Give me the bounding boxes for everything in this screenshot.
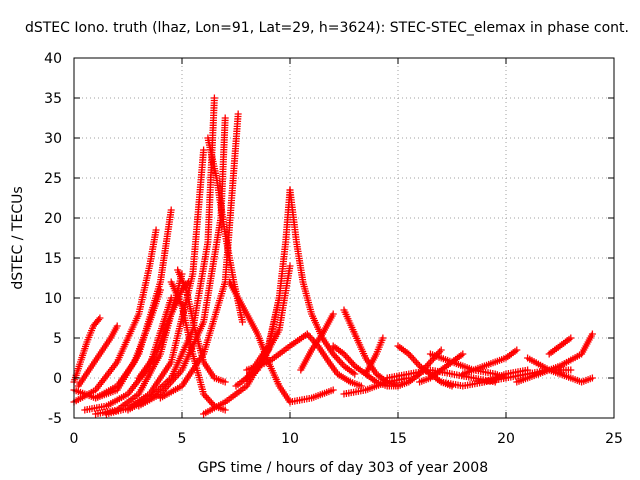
series-37 xyxy=(524,354,596,386)
series-2 xyxy=(74,322,121,390)
data-point xyxy=(234,110,242,118)
data-points xyxy=(70,94,596,418)
series-24 xyxy=(297,310,337,374)
series-12 xyxy=(135,278,192,382)
series-21 xyxy=(286,186,359,378)
data-point xyxy=(329,386,337,394)
y-tick-label: -5 xyxy=(48,411,62,427)
series-13 xyxy=(174,266,229,386)
data-point xyxy=(513,346,521,354)
data-point xyxy=(459,350,467,358)
series-14 xyxy=(167,278,229,414)
data-point xyxy=(567,366,575,374)
x-tick-label: 10 xyxy=(281,431,299,447)
data-point xyxy=(156,286,164,294)
x-tick-label: 5 xyxy=(178,431,187,447)
y-tick-label: 25 xyxy=(44,171,62,187)
data-point xyxy=(238,318,246,326)
data-point xyxy=(588,330,596,338)
data-point xyxy=(567,334,575,342)
data-point xyxy=(152,226,160,234)
data-point xyxy=(96,314,104,322)
series-23 xyxy=(303,330,365,390)
series-10 xyxy=(135,114,229,410)
series-8 xyxy=(102,146,208,418)
series-11 xyxy=(156,110,242,402)
data-point xyxy=(221,406,229,414)
y-tick-label: 10 xyxy=(44,291,62,307)
data-point xyxy=(437,346,445,354)
y-tick-label: 40 xyxy=(44,51,62,67)
data-point xyxy=(113,322,121,330)
series-28 xyxy=(362,334,387,378)
chart-title: dSTEC Iono. truth (lhaz, Lon=91, Lat=29,… xyxy=(25,20,629,36)
data-point xyxy=(95,316,103,324)
y-tick-label: 30 xyxy=(44,131,62,147)
series-38 xyxy=(545,334,575,358)
data-point xyxy=(491,378,499,386)
data-point xyxy=(286,262,294,270)
data-point xyxy=(210,94,218,102)
data-point xyxy=(200,146,208,154)
data-point xyxy=(379,334,387,342)
x-tick-label: 15 xyxy=(389,431,407,447)
data-point xyxy=(329,310,337,318)
series-3 xyxy=(70,226,160,406)
y-axis-label: dSTEC / TECUs xyxy=(10,186,26,289)
x-tick-label: 0 xyxy=(70,431,79,447)
series-17 xyxy=(286,386,337,406)
data-point xyxy=(167,206,175,214)
x-axis-label: GPS time / hours of day 303 of year 2008 xyxy=(198,460,488,476)
plot-frame xyxy=(73,57,615,419)
series-34 xyxy=(459,346,521,378)
data-point xyxy=(351,370,359,378)
data-point xyxy=(221,114,229,122)
x-tick-label: 25 xyxy=(605,431,623,447)
y-tick-label: 0 xyxy=(53,371,62,387)
series-5 xyxy=(70,286,164,402)
data-point xyxy=(184,278,192,286)
y-tick-label: 20 xyxy=(44,211,62,227)
y-tick-label: 5 xyxy=(53,331,62,347)
y-tick-label: 15 xyxy=(44,251,62,267)
y-tick-label: 35 xyxy=(44,91,62,107)
series-16 xyxy=(226,278,294,406)
data-point xyxy=(221,378,229,386)
axis-ticks: 0 5 10 15 20 25 -5 0 5 10 15 20 25 30 35 40 xyxy=(44,51,623,447)
data-point xyxy=(588,374,596,382)
x-tick-label: 20 xyxy=(497,431,515,447)
series-39 xyxy=(383,366,499,386)
series-6 xyxy=(81,294,175,414)
